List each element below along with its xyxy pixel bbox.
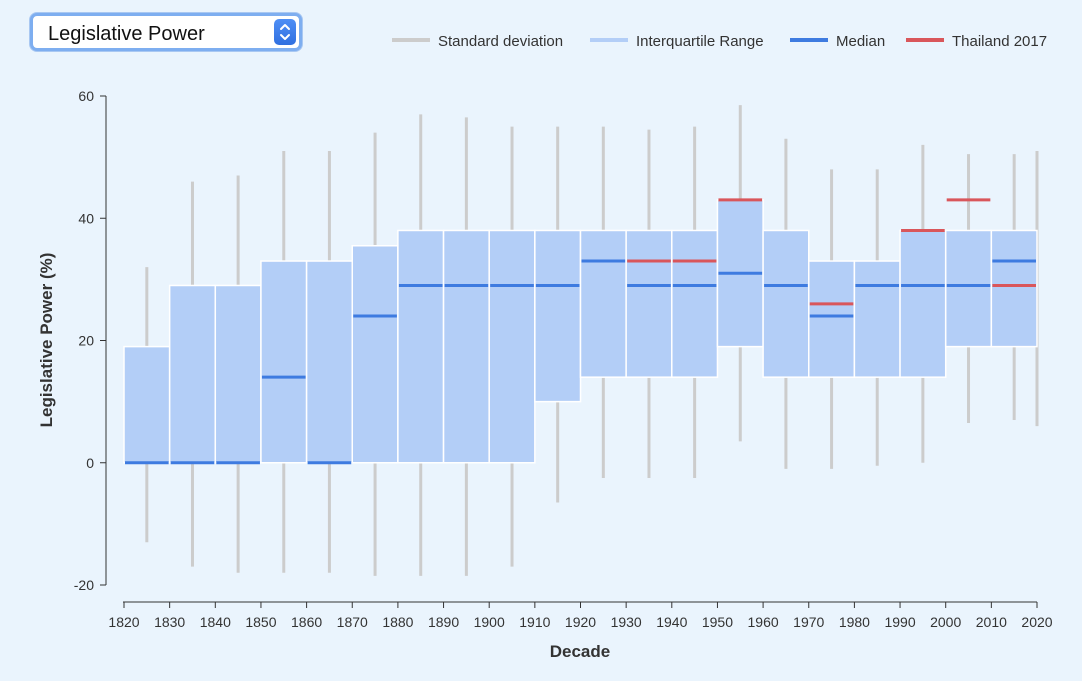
iqr-box: [442, 229, 490, 464]
x-tick-label: 1840: [200, 614, 231, 630]
x-tick-label: 1910: [519, 614, 550, 630]
x-axis-title: Decade: [550, 642, 610, 661]
y-tick-label: 0: [86, 455, 94, 471]
select-chevron-icon: [274, 19, 296, 45]
legend-label-median: Median: [836, 33, 885, 50]
y-tick-label: 20: [78, 333, 94, 349]
iqr-box: [944, 229, 993, 348]
x-tick-label: 2010: [976, 614, 1007, 630]
legend-label-iqr: Interquartile Range: [636, 33, 764, 50]
x-tick-label: 1920: [565, 614, 596, 630]
iqr-box: [305, 260, 354, 464]
x-tick-label: 1930: [611, 614, 642, 630]
x-tick-label: 1940: [656, 614, 687, 630]
x-tick-label: 1860: [291, 614, 322, 630]
iqr-box: [214, 284, 262, 464]
y-tick-label: -20: [74, 577, 94, 593]
legend: Standard deviation Interquartile Range Med…: [392, 33, 1047, 50]
iqr-box: [123, 345, 171, 464]
indicator-select-label: Legislative Power: [48, 23, 205, 45]
iqr-box: [990, 229, 1038, 348]
x-tick-label: 1870: [337, 614, 368, 630]
iqr-box: [488, 229, 536, 464]
iqr-box: [534, 229, 582, 403]
iqr-boxes: [123, 199, 1038, 464]
iqr-box: [853, 260, 901, 378]
iqr-box: [168, 284, 217, 464]
x-tick-label: 1990: [884, 614, 915, 630]
x-tick-label: 1950: [702, 614, 733, 630]
y-tick-label: 40: [78, 210, 94, 226]
x-tick-label: 2020: [1021, 614, 1052, 630]
x-tick-label: 1900: [474, 614, 505, 630]
iqr-box: [260, 260, 308, 464]
iqr-box: [579, 229, 627, 378]
legend-label-sd: Standard deviation: [438, 33, 563, 50]
x-tick-label: 1980: [839, 614, 870, 630]
iqr-box: [351, 245, 399, 464]
median-marks: [125, 259, 1036, 465]
iqr-box: [671, 229, 719, 378]
iqr-box: [625, 229, 673, 378]
iqr-box: [808, 260, 856, 378]
y-axis-title: Legislative Power (%): [37, 253, 56, 428]
x-tick-label: 1970: [793, 614, 824, 630]
x-tick-label: 2000: [930, 614, 961, 630]
legend-label-country: Thailand 2017: [952, 33, 1047, 50]
x-tick-label: 1890: [428, 614, 459, 630]
iqr-box: [762, 229, 810, 378]
indicator-select[interactable]: Legislative Power: [30, 13, 302, 51]
y-tick-label: 60: [78, 88, 94, 104]
country-marks: [627, 198, 1036, 306]
iqr-box: [899, 229, 947, 378]
x-tick-label: 1880: [382, 614, 413, 630]
iqr-box: [397, 229, 445, 464]
x-tick-label: 1850: [245, 614, 276, 630]
x-tick-label: 1830: [154, 614, 185, 630]
x-tick-label: 1820: [108, 614, 139, 630]
axes: -20 0 20 40 60 1820 1830 1840 1850 1860 1870 1880 18…: [74, 88, 1053, 630]
x-tick-label: 1960: [748, 614, 779, 630]
